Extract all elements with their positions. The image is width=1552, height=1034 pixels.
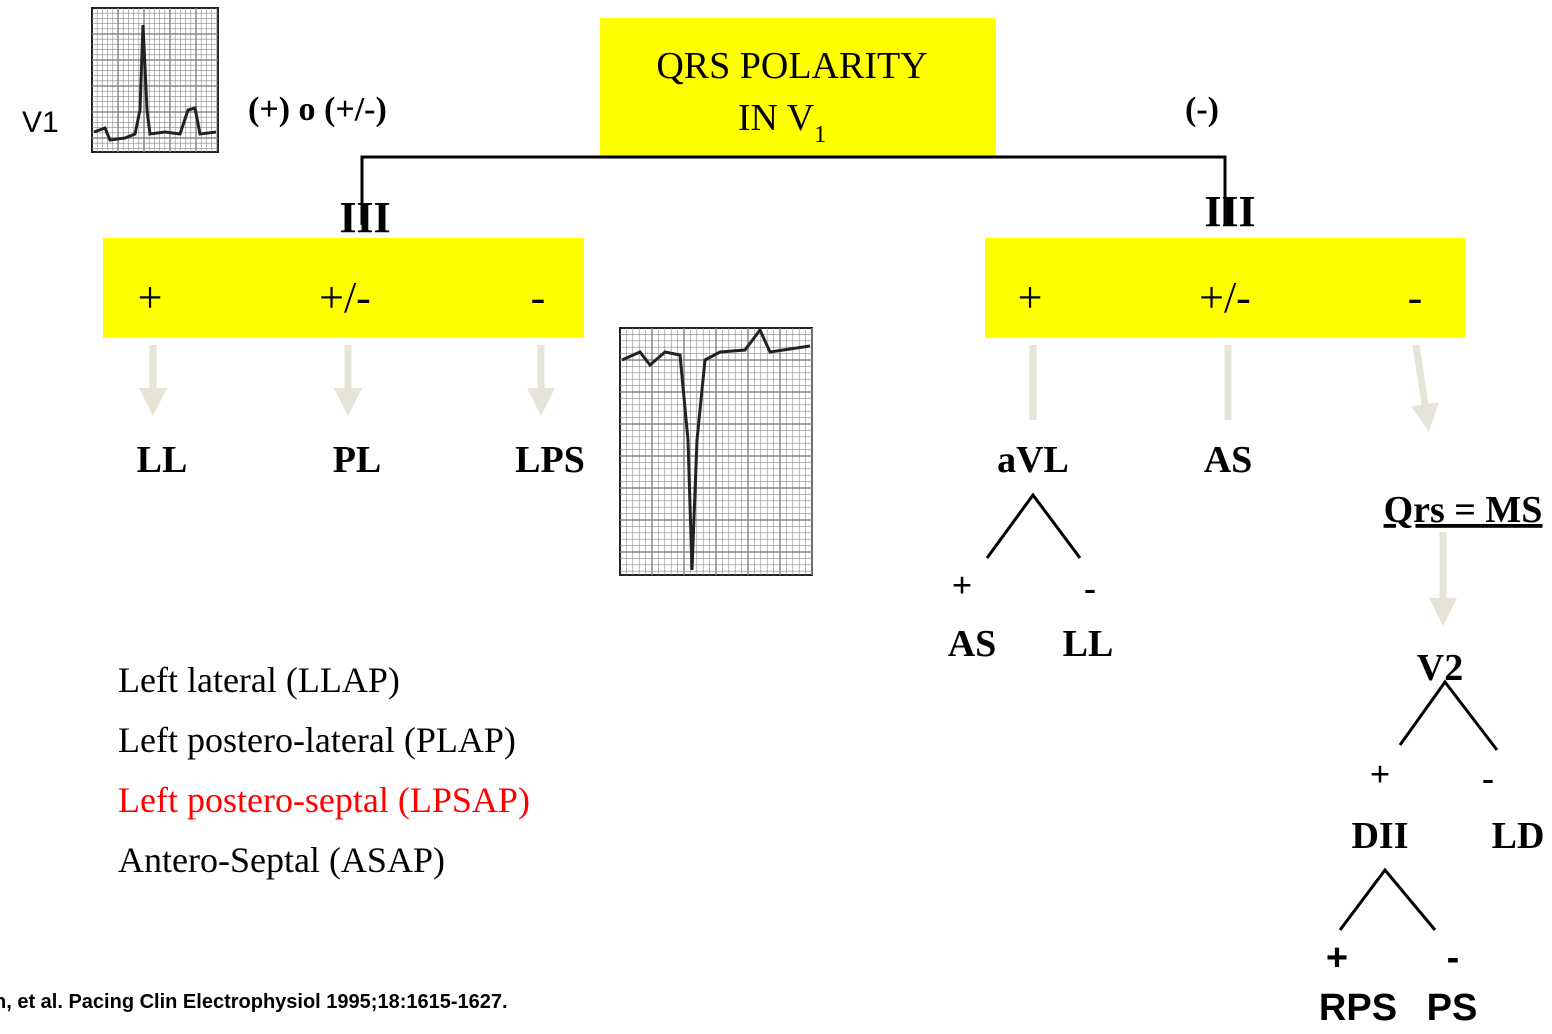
lead-label: V1: [22, 106, 59, 139]
right-result: aVL: [997, 439, 1069, 481]
avl-minus: -: [1084, 568, 1096, 608]
title-sub: 1: [814, 122, 826, 148]
v2-minus-result: LD: [1492, 815, 1545, 857]
dii-minus-result: PS: [1427, 987, 1478, 1029]
v2-plus-result: DII: [1351, 815, 1408, 857]
legend-item: Left postero-septal (LPSAP): [118, 780, 530, 820]
arrow: [1411, 344, 1439, 432]
dii-plus-result: RPS: [1319, 987, 1397, 1029]
left-box: [103, 238, 584, 338]
right-result: Qrs = MS: [1384, 489, 1543, 531]
right-sign: +/-: [1199, 273, 1251, 322]
ecg-iii: [619, 327, 813, 576]
left-sign: +/-: [319, 273, 371, 322]
left-sign: +: [138, 273, 163, 322]
v2-minus: -: [1482, 758, 1494, 798]
connector: [360, 155, 1227, 225]
left-result: PL: [333, 439, 382, 481]
dii-plus: +: [1326, 937, 1348, 979]
left-result: LPS: [515, 439, 585, 481]
avl-tree: [985, 492, 1082, 559]
right-box: [985, 238, 1466, 338]
title-line2-text: IN V: [738, 97, 815, 139]
legend-item: Left lateral (LLAP): [118, 660, 400, 700]
right-polarity: (-): [1185, 91, 1219, 128]
left-polarity: (+) o (+/-): [248, 91, 387, 128]
left-result: LL: [137, 439, 188, 481]
legend-item: Left postero-lateral (PLAP): [118, 720, 516, 760]
left-lead: III: [339, 193, 390, 242]
right-lead: III: [1204, 187, 1255, 236]
title-line2: IN V1: [738, 97, 826, 148]
dii-minus: -: [1447, 937, 1460, 979]
avl-minus-result: LL: [1063, 623, 1114, 665]
v2-lead: V2: [1417, 647, 1463, 689]
dii-tree: [1338, 867, 1437, 931]
legend-item: Antero-Septal (ASAP): [118, 840, 445, 880]
citation: n, et al. Pacing Clin Electrophysiol 199…: [0, 991, 508, 1013]
avl-plus: +: [952, 565, 973, 605]
v2-plus: +: [1370, 754, 1391, 794]
title-box: [600, 18, 996, 156]
right-sign: +: [1018, 273, 1043, 322]
ecg-v1: [91, 7, 219, 153]
title-line1: QRS POLARITY: [656, 45, 927, 87]
right-result: AS: [1204, 439, 1253, 481]
avl-plus-result: AS: [948, 623, 997, 665]
left-sign: -: [531, 273, 546, 322]
right-sign: -: [1408, 273, 1423, 322]
v2-tree: [1398, 679, 1499, 751]
